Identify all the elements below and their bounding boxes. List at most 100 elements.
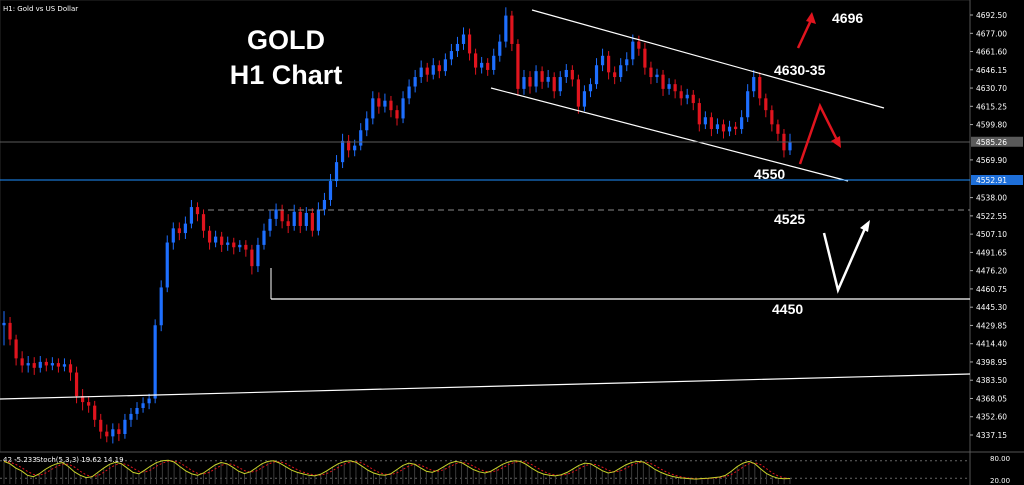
- candle-body: [474, 53, 478, 68]
- candle-body: [461, 34, 466, 44]
- y-tick-label: 4692.50: [976, 11, 1007, 20]
- candle-body: [564, 69, 568, 78]
- candle-body: [691, 94, 695, 104]
- candle-body: [576, 79, 580, 107]
- level-label-4450: 4450: [772, 301, 803, 317]
- candle-body: [20, 358, 24, 366]
- candle-body: [770, 110, 774, 125]
- candle-body: [14, 339, 18, 359]
- chart-title: GOLD: [247, 25, 325, 55]
- candle-body: [226, 242, 230, 245]
- candle-body: [195, 207, 200, 215]
- channel-upper-line: [531, 9, 885, 109]
- candle-body: [347, 140, 351, 151]
- y-tick-label: 4507.10: [976, 230, 1007, 239]
- candle-body: [443, 59, 447, 72]
- candle-body: [207, 230, 212, 243]
- candle-body: [183, 223, 187, 234]
- candle-body: [588, 84, 593, 92]
- candle-body: [117, 429, 121, 434]
- candle-body: [135, 407, 139, 414]
- candle-body: [703, 117, 707, 125]
- candle-body: [286, 221, 290, 226]
- y-tick-label: 4569.90: [976, 156, 1007, 165]
- candle-body: [316, 209, 320, 231]
- candle-body: [129, 413, 133, 420]
- y-tick-label: 4522.55: [976, 212, 1007, 221]
- candle-body: [310, 212, 314, 231]
- red-zigzag-arrow-icon: [798, 102, 841, 165]
- candle-body: [280, 209, 284, 222]
- y-tick-label: 4476.20: [976, 267, 1007, 276]
- candle-body: [111, 429, 115, 437]
- current-price-tag: [971, 136, 1023, 147]
- y-tick-label: 4491.65: [976, 248, 1007, 257]
- stoch-d-line: [3, 460, 791, 480]
- candle-body: [38, 361, 42, 368]
- candle-body: [292, 211, 296, 226]
- line-price-tag: [971, 175, 1023, 185]
- candle-body: [201, 214, 206, 231]
- candle-body: [570, 69, 574, 80]
- y-tick-label: 4538.00: [976, 194, 1007, 203]
- symbol-label: H1: Gold vs US Dollar: [3, 5, 78, 13]
- candle-body: [189, 207, 194, 224]
- candle-body: [44, 361, 48, 366]
- channel-lower-line: [490, 87, 849, 182]
- chart-subtitle: H1 Chart: [230, 60, 343, 90]
- candle-body: [123, 419, 127, 434]
- candle-body: [2, 322, 6, 326]
- candle-body: [431, 65, 435, 75]
- candle-body: [359, 130, 363, 146]
- candle-body: [758, 77, 762, 99]
- candle-body: [147, 398, 151, 404]
- candle-body: [486, 62, 490, 70]
- candle-body: [262, 230, 266, 245]
- ascending-trendline: [0, 373, 971, 400]
- candle-body: [74, 372, 79, 397]
- candle-body: [304, 212, 308, 226]
- stoch-k-line: [3, 459, 791, 480]
- y-tick-label: 4445.30: [976, 303, 1007, 312]
- candle-body: [26, 363, 30, 366]
- y-tick-label: 4615.25: [976, 102, 1007, 111]
- candle-body: [407, 86, 411, 99]
- candle-body: [340, 140, 345, 163]
- candle-body: [655, 74, 659, 78]
- y-tick-label: 4460.75: [976, 285, 1007, 294]
- candle-body: [788, 142, 792, 151]
- y-tick-label: 4429.85: [976, 321, 1007, 330]
- candle-body: [214, 236, 218, 243]
- red-arrow-up-icon: [796, 12, 816, 49]
- candle-body: [93, 405, 97, 420]
- candle-body: [177, 228, 181, 234]
- candle-body: [377, 98, 381, 107]
- candle-body: [540, 71, 544, 82]
- candle-body: [220, 236, 224, 245]
- candle-body: [250, 249, 254, 267]
- candle-body: [353, 145, 357, 151]
- white-zigzag-arrow-icon: [822, 220, 870, 294]
- candle-body: [613, 72, 617, 78]
- candle-body: [165, 242, 169, 288]
- stoch-scale-bottom: 20.00: [990, 477, 1010, 485]
- candle-body: [328, 181, 333, 200]
- candle-body: [371, 98, 375, 119]
- candle-body: [661, 74, 665, 89]
- candle-body: [733, 126, 738, 130]
- price-axis[interactable]: 4692.50 4677.00 4661.60 4646.15 4630.70 4615.…: [970, 11, 1023, 440]
- candle-body: [721, 124, 726, 132]
- candle-body: [727, 126, 732, 132]
- candle-body: [383, 100, 387, 107]
- candle-body: [619, 65, 623, 78]
- drawing-overlays: [0, 9, 971, 400]
- stoch-scale-top: 80.00: [990, 455, 1010, 463]
- candle-body: [8, 322, 12, 340]
- candle-body: [81, 396, 85, 403]
- candle-body: [480, 62, 484, 68]
- candle-body: [625, 59, 629, 66]
- candle-body: [401, 98, 405, 119]
- candle-body: [395, 110, 399, 119]
- stoch-label: Stoch(5,3,3) 19.62 14.19: [36, 456, 124, 464]
